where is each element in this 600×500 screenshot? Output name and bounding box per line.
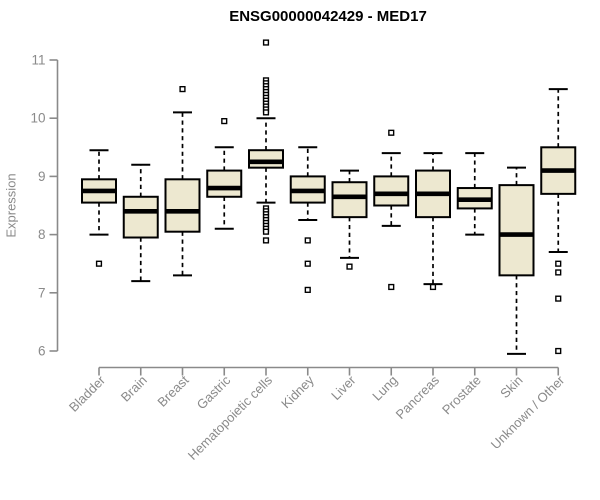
outlier-point-unknown-other	[555, 269, 562, 276]
x-tick-label-gastric: Gastric	[194, 372, 234, 412]
x-tick-label-pancreas: Pancreas	[393, 372, 443, 422]
outlier-point-hematopoietic-cells	[262, 39, 270, 46]
box-brain	[122, 195, 159, 239]
y-tick-label: 7	[38, 285, 46, 300]
x-tick-label-bladder: Bladder	[66, 372, 109, 415]
x-tick-label-breast: Breast	[154, 372, 191, 409]
x-tick-label-unknown-other: Unknown / Other	[488, 372, 568, 452]
outlier-point-hematopoietic-cells	[262, 237, 270, 244]
y-tick-label: 11	[31, 53, 45, 68]
box-lung	[373, 175, 410, 207]
outlier-point-hematopoietic-cells	[262, 109, 270, 116]
x-tick-label-kidney: Kidney	[278, 372, 317, 411]
x-tick-label-prostate: Prostate	[439, 373, 484, 418]
box-breast	[164, 178, 201, 233]
outlier-point-unknown-other	[555, 295, 562, 302]
box-hematopoietic-cells	[248, 149, 284, 169]
outlier-point-lung	[388, 129, 395, 136]
outlier-point-bladder	[95, 260, 103, 267]
x-tick-label-liver: Liver	[328, 372, 359, 403]
outlier-point-lung	[388, 283, 395, 291]
outlier-point-liver	[346, 263, 353, 270]
outlier-point-breast	[179, 85, 186, 93]
outlier-point-kidney	[304, 237, 311, 244]
y-tick-label: 10	[30, 111, 45, 126]
box-gastric	[206, 169, 243, 198]
x-tick-label-lung: Lung	[369, 373, 400, 404]
x-tick-label-skin: Skin	[497, 373, 525, 401]
box-liver	[331, 181, 368, 219]
outlier-point-gastric	[221, 118, 228, 125]
outlier-point-hematopoietic-cells	[262, 228, 270, 235]
outlier-point-kidney	[304, 260, 311, 267]
outlier-point-unknown-other	[555, 260, 562, 267]
y-tick-label: 8	[38, 227, 46, 242]
outlier-point-pancreas	[429, 283, 437, 291]
y-tick-label: 9	[38, 169, 46, 184]
x-tick-label-brain: Brain	[118, 373, 150, 405]
box-skin	[498, 184, 535, 277]
chart-title: ENSG00000042429 - MED17	[229, 8, 427, 25]
outlier-point-unknown-other	[555, 347, 562, 355]
y-tick-label: 6	[38, 344, 46, 359]
outlier-point-kidney	[304, 286, 311, 293]
